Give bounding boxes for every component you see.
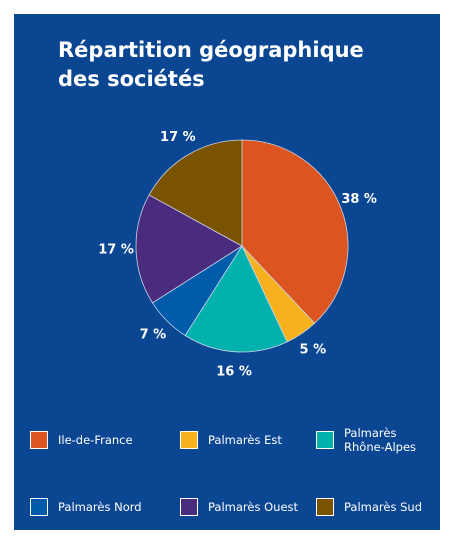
legend-label: Palmarès Ouest <box>208 500 299 514</box>
legend-item: Ile-de-France <box>30 426 180 454</box>
legend-swatch <box>316 498 334 516</box>
data-label: 17 % <box>98 242 134 257</box>
pie-slice <box>135 194 243 304</box>
pie-slice <box>184 245 288 353</box>
data-label: 17 % <box>160 130 196 145</box>
pie-slice <box>241 139 349 324</box>
data-label: 38 % <box>341 192 377 207</box>
legend-item: Palmarès Est <box>180 426 330 454</box>
legend-item: Palmarès Ouest <box>180 493 330 521</box>
legend-swatch <box>30 431 48 449</box>
legend-label: Palmarès Nord <box>58 500 142 514</box>
data-label: 16 % <box>216 364 252 379</box>
legend-item: Palmarès Nord <box>30 493 180 521</box>
legend-label: Palmarès Est <box>208 433 282 447</box>
data-label: 5 % <box>300 343 327 358</box>
pie-slice <box>148 139 243 247</box>
legend-swatch <box>180 498 198 516</box>
legend-swatch <box>30 498 48 516</box>
legend-label: Palmarès Rhône-Alpes <box>344 426 417 454</box>
legend-label: Ile-de-France <box>58 433 133 447</box>
legend-label: Palmarès Sud <box>344 500 422 514</box>
legend-swatch <box>316 431 334 449</box>
legend-item: Palmarès Sud <box>316 493 436 521</box>
legend-item: Palmarès Rhône-Alpes <box>316 426 436 454</box>
legend-swatch <box>180 431 198 449</box>
data-label: 7 % <box>140 328 167 343</box>
chart-title: Répartition géographique des sociétés <box>58 38 364 91</box>
